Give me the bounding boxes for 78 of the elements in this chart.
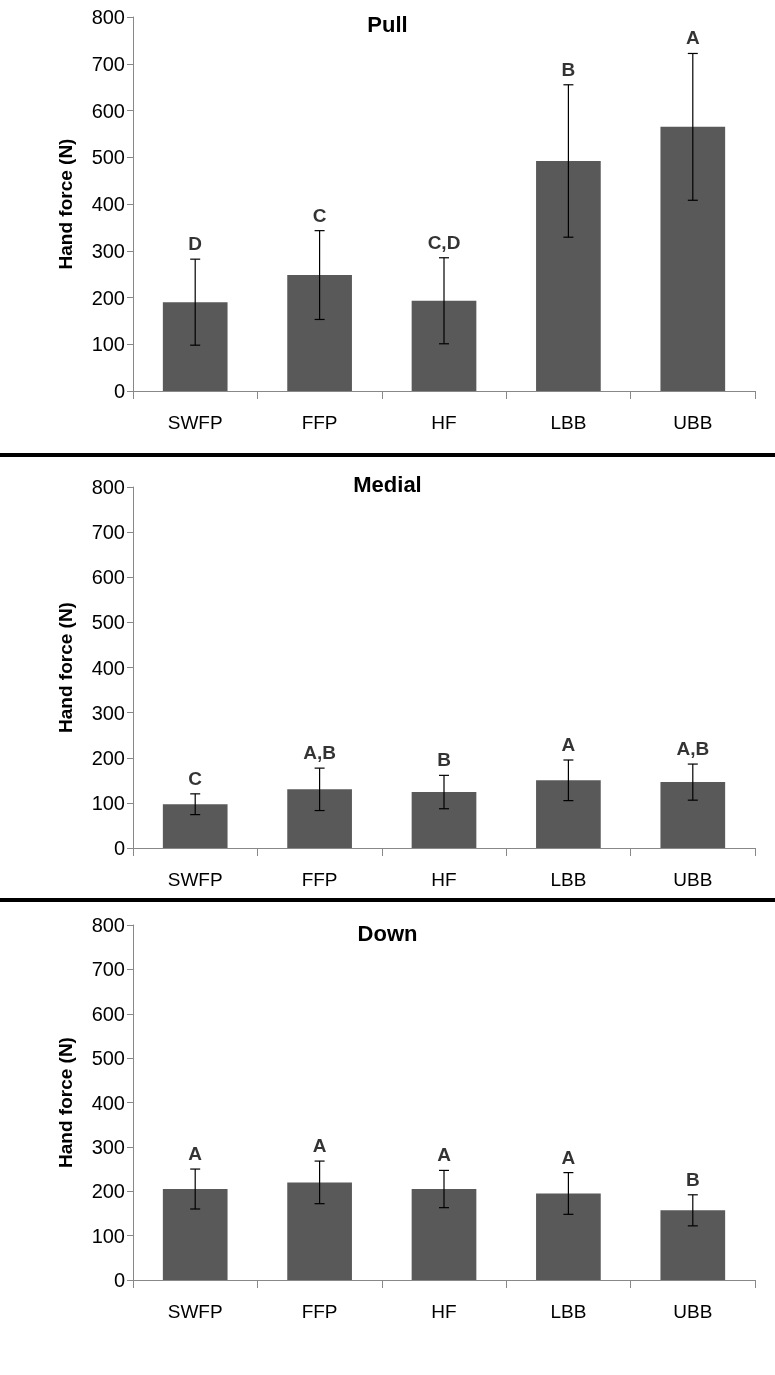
y-tick-label: 400 [91,656,125,679]
y-tick-label: 300 [91,239,125,262]
bar [287,275,352,391]
x-tick-label: FFP [301,1301,338,1322]
x-tick-label: SWFP [167,1301,223,1322]
y-tick-label: 600 [91,566,125,589]
y-axis-title: Hand force (N) [55,138,76,270]
bar [660,126,726,391]
y-tick-label: 200 [91,286,125,309]
annotation: B [685,1168,700,1190]
chart-title: Down [357,920,418,946]
y-tick-label: 200 [91,746,125,769]
bar [287,789,352,848]
annotation: B [561,58,576,80]
y-axis-title: Hand force (N) [55,602,76,733]
annotation: A [312,1135,327,1157]
x-tick-label: LBB [550,869,587,890]
x-tick-label: LBB [550,412,587,433]
annotation: B [437,749,451,771]
y-tick-label: 700 [91,958,125,981]
y-tick-label: 100 [91,333,125,356]
annotation: A [561,734,576,756]
chart-title: Medial [353,471,422,497]
x-tick-label: SWFP [167,869,223,890]
y-tick-label: 300 [91,1135,125,1158]
y-tick-label: 700 [91,521,125,544]
bar [660,782,726,848]
x-tick-label: HF [431,412,457,433]
annotation: A [188,1143,203,1165]
x-tick-label: SWFP [167,412,223,433]
x-tick-label: UBB [673,412,713,433]
y-tick-label: 500 [91,1047,125,1070]
y-tick-label: 500 [91,146,125,169]
y-tick-label: 800 [91,6,125,28]
bar [287,1182,352,1280]
x-tick-label: UBB [673,869,713,890]
annotation: C [188,767,203,789]
annotation: C [312,204,327,226]
y-axis-title: Hand force (N) [55,1037,76,1168]
annotation: C,D [427,231,461,253]
bar [411,792,477,848]
annotation: A [437,1144,452,1166]
bar [536,1193,601,1280]
bar [411,1189,477,1280]
x-tick-label: LBB [550,1301,587,1322]
y-tick-label: 100 [91,1224,125,1247]
bar [162,1189,228,1280]
y-tick-label: 0 [113,837,125,859]
y-tick-label: 600 [91,99,125,122]
y-tick-label: 0 [113,1269,125,1291]
x-tick-label: UBB [673,1301,713,1322]
annotation: D [188,233,203,255]
annotation: A,B [303,742,336,764]
y-tick-label: 500 [91,611,125,634]
x-tick-label: HF [431,869,457,890]
y-tick-label: 600 [91,1002,125,1025]
x-tick-label: FFP [301,412,338,433]
annotation: A [685,27,700,49]
annotation: A,B [676,738,710,760]
annotation: A [561,1146,576,1168]
x-tick-label: FFP [301,869,338,890]
bar [660,1210,726,1280]
y-tick-label: 800 [91,914,125,936]
bar [411,300,477,391]
y-tick-label: 100 [91,791,125,814]
y-tick-label: 700 [91,52,125,75]
y-tick-label: 800 [91,476,125,498]
bar [162,804,228,848]
y-tick-label: 300 [91,701,125,724]
y-tick-label: 400 [91,1091,125,1114]
x-tick-label: HF [431,1301,457,1322]
bar [536,160,601,391]
y-tick-label: 400 [91,193,125,215]
bar [536,780,601,848]
y-tick-label: 200 [91,1180,125,1203]
y-tick-label: 0 [113,380,125,402]
bar [162,302,228,391]
chart-title: Pull [367,11,408,37]
